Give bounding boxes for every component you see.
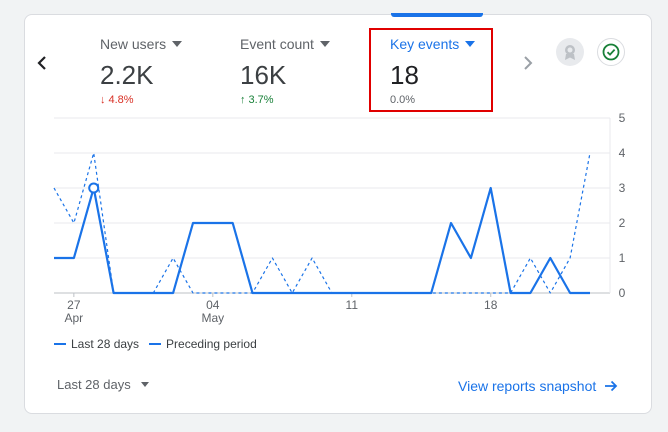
arrow-right-icon [605,380,618,392]
metric-key-events[interactable]: Key events 18 0.0% [390,36,476,106]
solid-line-swatch [54,343,66,345]
dropdown-caret-icon[interactable] [465,41,476,47]
y-tick-label: 5 [619,111,626,125]
view-reports-snapshot-link[interactable]: View reports snapshot [458,378,618,394]
metric-value: 2.2K [100,60,154,90]
legend-item-last-28-days: Last 28 days [54,337,139,351]
arrow-up-icon: ↑ [240,94,246,106]
dashed-line-swatch [149,343,162,345]
check-circle-icon [602,43,620,61]
y-tick-label: 3 [619,181,626,195]
metric-event-count[interactable]: Event count 16K ↑ 3.7% [240,36,330,106]
legend-label: Last 28 days [71,337,140,351]
legend-item-preceding-period: Preceding period [149,337,257,351]
y-tick-label: 4 [619,146,626,160]
achievement-button[interactable] [556,38,584,66]
series-line-preceding-period [53,152,591,294]
metric-change-value: 3.7% [248,94,274,106]
highlight-box [369,28,493,112]
metric-label: Event count [240,36,314,52]
y-tick-label: 0 [619,286,626,300]
arrow-down-icon: ↓ [100,94,106,106]
highlighted-data-point[interactable] [88,182,100,194]
chart-legend: Last 28 days Preceding period [54,337,257,351]
dropdown-caret-icon[interactable] [319,41,330,47]
metric-value: 18 [390,60,419,90]
chevron-left-icon [37,56,46,70]
metric-label: Key events [390,36,460,52]
metric-value: 16K [240,60,287,90]
series-line-last-28-days [54,186,590,295]
dropdown-caret-icon[interactable] [172,41,183,47]
date-range-dropdown[interactable]: Last 28 days [57,377,149,392]
chart-grid [54,117,611,294]
x-tick-label: 18 [484,298,498,312]
y-axis: 0 1 2 3 4 5 [619,111,626,300]
snapshot-link-label: View reports snapshot [458,378,597,394]
x-tick-label: 27 [67,298,81,312]
metric-new-users[interactable]: New users 2.2K ↓ 4.8% [100,36,183,106]
metric-label: New users [100,36,167,52]
legend-label: Preceding period [166,337,257,351]
status-check-button[interactable] [597,38,625,66]
chart-series [53,152,591,295]
next-metrics-button[interactable] [516,50,540,76]
ribbon-icon [565,45,575,60]
dropdown-caret-icon [140,382,149,387]
y-tick-label: 2 [619,216,626,230]
x-tick-label: 11 [346,298,359,312]
active-tab-indicator [391,13,483,17]
y-tick-label: 1 [619,251,626,265]
metric-change-value: 0.0% [390,94,416,106]
date-range-label: Last 28 days [57,377,131,392]
x-tick-month-label: Apr [65,311,84,325]
chevron-right-icon [524,56,533,70]
metric-change: ↑ 3.7% [240,94,330,106]
previous-metrics-button[interactable] [30,50,54,76]
x-tick-label: 04 [206,298,220,312]
x-tick-month-label: May [201,311,224,325]
metrics-card [24,14,652,414]
metric-change-value: 4.8% [108,94,134,106]
metric-change: ↓ 4.8% [100,94,182,106]
metric-change: 0.0% [390,94,475,106]
